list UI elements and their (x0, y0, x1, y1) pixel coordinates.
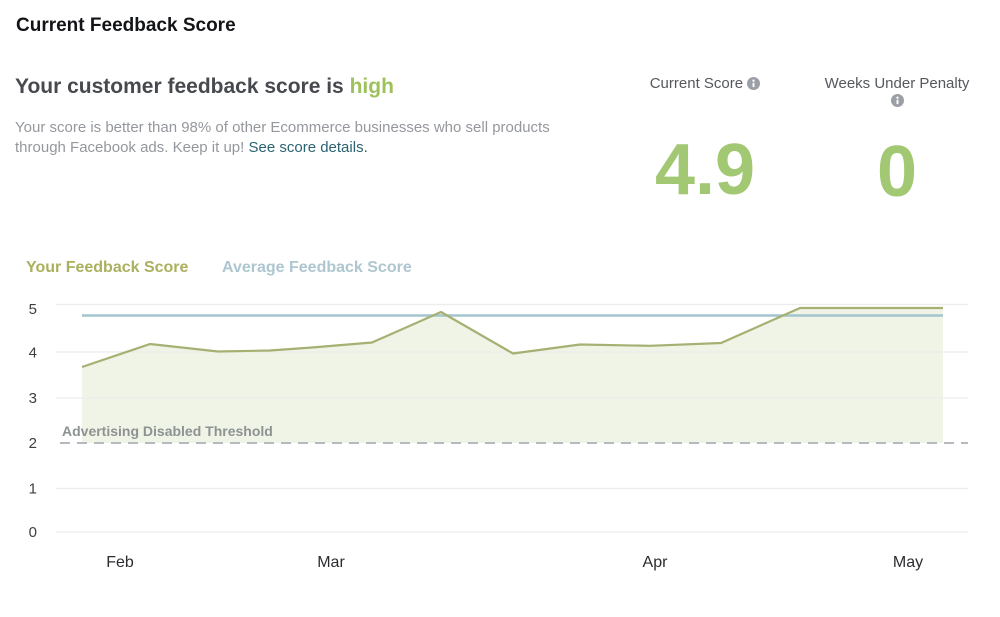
svg-text:5: 5 (29, 301, 37, 318)
svg-text:Apr: Apr (643, 554, 669, 571)
svg-text:0: 0 (29, 524, 37, 541)
svg-text:1: 1 (29, 481, 37, 498)
svg-text:Advertising Disabled Threshold: Advertising Disabled Threshold (62, 423, 273, 439)
svg-text:3: 3 (29, 390, 37, 407)
svg-text:Feb: Feb (106, 554, 134, 571)
svg-text:May: May (893, 554, 923, 571)
svg-text:Mar: Mar (317, 554, 345, 571)
svg-text:4: 4 (29, 345, 37, 362)
svg-text:2: 2 (29, 435, 37, 452)
